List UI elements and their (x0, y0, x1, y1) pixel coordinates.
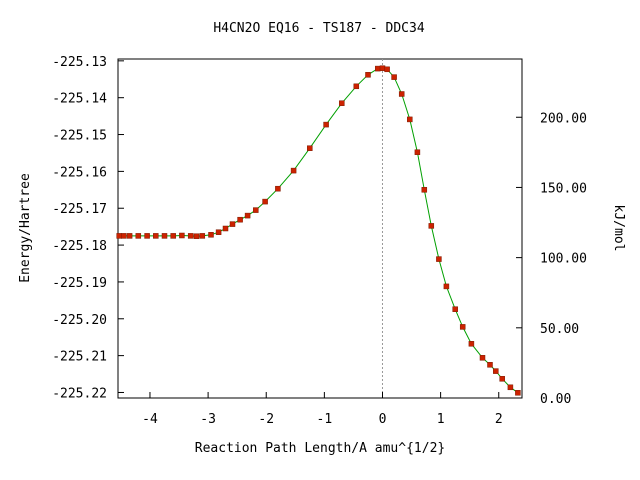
data-point (161, 233, 168, 239)
data-point (479, 355, 486, 361)
y2-tick-label: 200.00 (540, 111, 587, 126)
data-point (398, 91, 405, 97)
data-point (459, 324, 466, 330)
y-tick-label: -225.15 (52, 129, 107, 144)
chart-title: H4CN2O EQ16 - TS187 - DDC34 (213, 21, 424, 36)
data-point (126, 233, 133, 239)
data-point (421, 187, 428, 193)
data-point (275, 185, 281, 192)
data-point (144, 233, 150, 239)
data-point (244, 212, 251, 219)
data-point (290, 167, 297, 174)
data-point (253, 207, 259, 213)
y-tick-label: -225.21 (52, 350, 107, 365)
y2-axis-ticks: 0.00 50.00 100.00 150.00 200.00 (516, 111, 587, 407)
data-point (237, 216, 243, 223)
y-tick-label: -225.18 (52, 239, 107, 254)
data-point (121, 233, 127, 239)
data-point (443, 283, 450, 290)
x-axis-ticks: -4 -3 -2 -1 0 1 2 (142, 392, 503, 427)
data-point (515, 390, 521, 396)
y-axis-label: Energy/Hartree (18, 173, 33, 283)
data-point (229, 221, 236, 227)
data-point (391, 74, 397, 80)
y-tick-label: -225.22 (52, 386, 107, 401)
data-point (507, 384, 514, 391)
y2-tick-label: 100.00 (540, 252, 587, 267)
y-tick-label: -225.16 (52, 165, 107, 180)
data-point (179, 232, 185, 239)
y-tick-label: -225.17 (52, 202, 107, 217)
data-point (215, 229, 222, 235)
x-tick-label: -3 (200, 412, 216, 427)
data-point (222, 225, 229, 232)
data-point (339, 100, 345, 106)
x-tick-label: -1 (317, 412, 333, 427)
data-point (452, 306, 458, 312)
data-point (307, 145, 313, 151)
y-axis-ticks: -225.13 -225.14 -225.15 -225.16 -225.17 -225.… (52, 55, 124, 401)
plot-area-frame (117, 58, 523, 399)
data-point (262, 198, 268, 205)
data-point (468, 341, 475, 347)
data-point (407, 116, 413, 123)
data-point (379, 65, 386, 71)
data-point (323, 121, 329, 128)
data-point (187, 233, 194, 239)
data-point (414, 149, 421, 155)
data-point (428, 223, 435, 229)
y-tick-label: -225.20 (52, 313, 107, 328)
x-tick-label: 0 (379, 412, 387, 427)
y2-tick-label: 50.00 (540, 322, 579, 337)
data-point (499, 376, 505, 382)
x-tick-label: -2 (258, 412, 274, 427)
data-point (493, 368, 499, 374)
data-point (436, 256, 442, 262)
data-point (365, 72, 371, 78)
data-point (208, 232, 214, 238)
data-point (375, 65, 381, 72)
data-point (353, 83, 360, 90)
y-tick-label: -225.19 (52, 276, 107, 291)
x-axis-label: Reaction Path Length/A amu^{1/2} (195, 441, 445, 456)
data-point (487, 362, 493, 368)
data-point (193, 233, 200, 239)
y-tick-label: -225.14 (52, 92, 107, 107)
series-points (116, 65, 521, 396)
data-point (170, 233, 176, 239)
y2-tick-label: 0.00 (540, 392, 571, 407)
x-tick-label: -4 (142, 412, 158, 427)
x-tick-label: 1 (437, 412, 445, 427)
data-point (199, 233, 206, 239)
y2-tick-label: 150.00 (540, 181, 587, 196)
series-line (119, 67, 519, 394)
data-point (116, 233, 122, 239)
y-tick-label: -225.13 (52, 55, 107, 70)
data-point (384, 66, 390, 73)
data-point (153, 233, 159, 239)
y2-axis-label: kJ/mol (611, 205, 626, 252)
data-point (135, 233, 142, 239)
x-tick-label: 2 (495, 412, 503, 427)
